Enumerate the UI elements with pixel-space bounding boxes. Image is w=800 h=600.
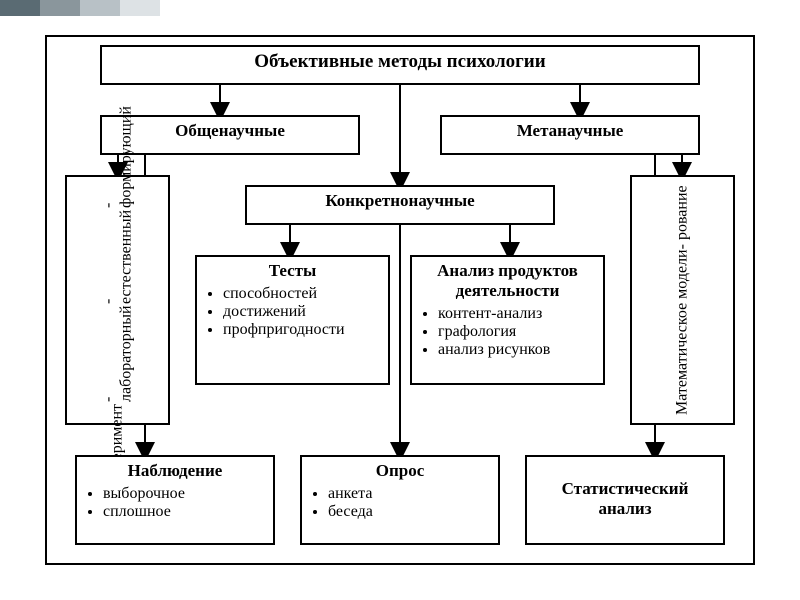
box-observation-list: выборочноесплошное	[85, 485, 265, 521]
list-item: анализ рисунков	[438, 341, 595, 359]
box-root-title: Объективные методы психологии	[110, 51, 690, 73]
box-analysis: Анализ продуктов деятельности контент-ан…	[410, 255, 605, 385]
list-item: достижений	[223, 303, 380, 321]
box-survey-title: Опрос	[310, 461, 490, 481]
box-mathmodel-title: Математическое модели- рование	[674, 185, 692, 415]
box-meta: Метанаучные	[440, 115, 700, 155]
box-mathmodel: Математическое модели- рование	[630, 175, 735, 425]
box-stat-title: Статистический анализ	[535, 479, 715, 519]
list-item: беседа	[328, 503, 490, 521]
box-meta-title: Метанаучные	[450, 121, 690, 141]
box-general-title: Общенаучные	[110, 121, 350, 141]
box-experiment-list: лабораторныйестественныйформирующий	[100, 106, 136, 403]
box-observation: Наблюдение выборочноесплошное	[75, 455, 275, 545]
list-item: естественный	[100, 210, 136, 304]
box-general: Общенаучные	[100, 115, 360, 155]
box-survey: Опрос анкетабеседа	[300, 455, 500, 545]
list-item: лабораторный	[100, 306, 136, 403]
box-tests: Тесты способностейдостиженийпрофпригодно…	[195, 255, 390, 385]
box-survey-list: анкетабеседа	[310, 485, 490, 521]
list-item: сплошное	[103, 503, 265, 521]
box-observation-title: Наблюдение	[85, 461, 265, 481]
box-stat: Статистический анализ	[525, 455, 725, 545]
list-item: профпригодности	[223, 321, 380, 339]
list-item: формирующий	[100, 106, 136, 208]
list-item: выборочное	[103, 485, 265, 503]
list-item: контент-анализ	[438, 305, 595, 323]
box-concrete: Конкретнонаучные	[245, 185, 555, 225]
list-item: способностей	[223, 285, 380, 303]
box-experiment: Эксперимент лабораторныйестественныйформ…	[65, 175, 170, 425]
box-concrete-title: Конкретнонаучные	[255, 191, 545, 211]
box-tests-title: Тесты	[205, 261, 380, 281]
box-tests-list: способностейдостиженийпрофпригодности	[205, 285, 380, 339]
list-item: графология	[438, 323, 595, 341]
box-analysis-list: контент-анализграфологияанализ рисунков	[420, 305, 595, 359]
slide-decoration	[0, 0, 160, 16]
list-item: анкета	[328, 485, 490, 503]
box-analysis-title: Анализ продуктов деятельности	[420, 261, 595, 301]
box-root: Объективные методы психологии	[100, 45, 700, 85]
